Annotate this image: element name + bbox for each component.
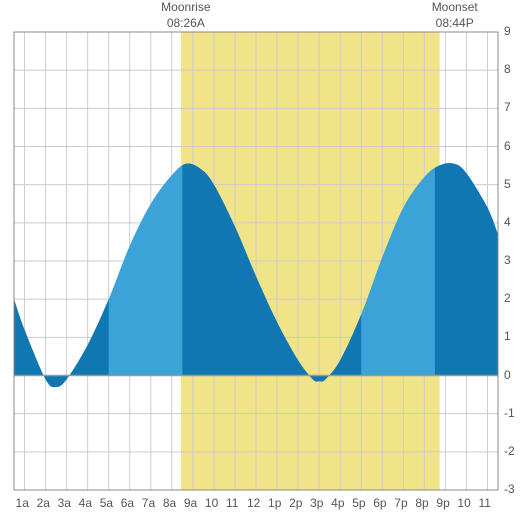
moonrise-label: Moonrise 08:26A <box>151 0 221 31</box>
y-tick-label: -3 <box>504 482 515 496</box>
y-tick-label: 8 <box>504 62 511 76</box>
x-tick-label: 6a <box>121 496 134 510</box>
x-tick-label: 12 <box>247 496 260 510</box>
y-tick-label: 0 <box>504 368 511 382</box>
x-tick-label: 11 <box>226 496 238 510</box>
x-tick-label: 2p <box>289 496 302 510</box>
y-tick-label: 5 <box>504 177 511 191</box>
y-tick-label: 7 <box>504 100 511 114</box>
x-tick-label: 1p <box>268 496 281 510</box>
chart-svg <box>0 0 530 530</box>
y-tick-label: -2 <box>504 444 515 458</box>
x-tick-label: 5p <box>352 496 365 510</box>
moonset-label: Moonset 08:44P <box>420 0 490 31</box>
moonrise-title: Moonrise <box>151 0 221 16</box>
y-tick-label: -1 <box>504 406 515 420</box>
moonset-time: 08:44P <box>420 16 490 32</box>
x-tick-label: 7p <box>394 496 407 510</box>
x-tick-label: 7a <box>142 496 155 510</box>
y-tick-label: 4 <box>504 215 511 229</box>
tide-chart: Moonrise 08:26A Moonset 08:44P 1a 2a 3a 4a 5… <box>0 0 530 530</box>
moonset-title: Moonset <box>420 0 490 16</box>
x-tick-label: 6p <box>373 496 386 510</box>
x-tick-label: 10 <box>457 496 470 510</box>
y-tick-label: 1 <box>504 329 511 343</box>
x-tick-label: 4a <box>79 496 92 510</box>
x-tick-label: 8a <box>163 496 176 510</box>
x-tick-label: 5a <box>100 496 113 510</box>
x-tick-label: 1a <box>16 496 29 510</box>
x-tick-label: 8p <box>415 496 428 510</box>
y-tick-label: 6 <box>504 139 511 153</box>
y-tick-label: 2 <box>504 291 511 305</box>
x-tick-label: 3p <box>310 496 323 510</box>
x-tick-label: 9p <box>436 496 449 510</box>
x-tick-label: 2a <box>37 496 50 510</box>
x-tick-label: 10 <box>205 496 218 510</box>
x-tick-label: 9a <box>184 496 197 510</box>
x-tick-label: 4p <box>331 496 344 510</box>
x-tick-label: 3a <box>58 496 71 510</box>
y-tick-label: 9 <box>504 24 511 38</box>
y-tick-label: 3 <box>504 253 511 267</box>
moonrise-time: 08:26A <box>151 16 221 32</box>
x-tick-label: 11 <box>478 496 490 510</box>
